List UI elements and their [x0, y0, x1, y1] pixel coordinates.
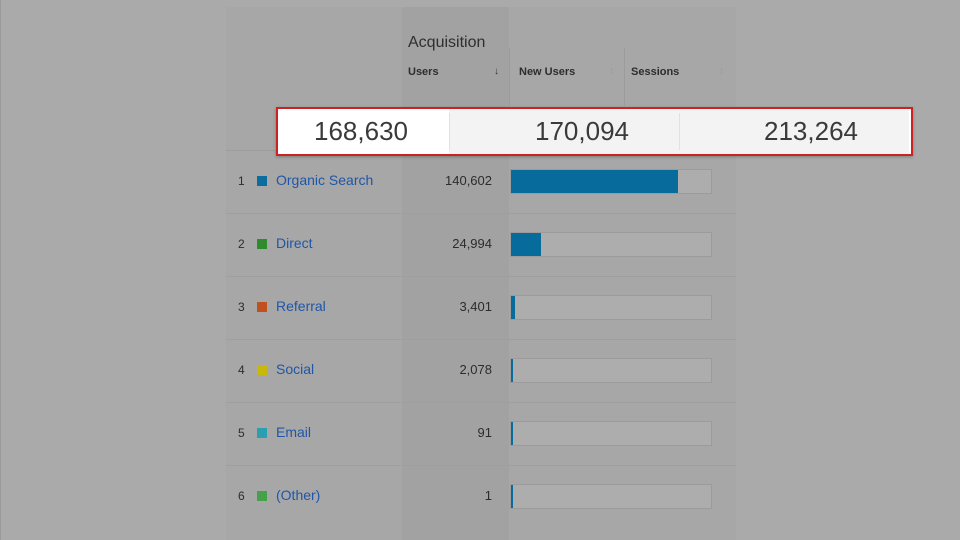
column-header-new-users[interactable]: New Users: [519, 66, 576, 78]
channel-link[interactable]: Email: [276, 424, 312, 440]
users-bar: [511, 296, 515, 319]
totals-separator: [449, 113, 450, 150]
users-value: 24,994: [452, 236, 492, 251]
sort-icon[interactable]: ↕: [719, 66, 724, 77]
column-header-users[interactable]: Users: [408, 66, 439, 78]
row-divider: [226, 276, 736, 277]
row-rank: 3: [238, 300, 245, 314]
row-divider: [226, 402, 736, 403]
users-bar-track: [510, 484, 712, 509]
channel-color-swatch: [257, 176, 267, 186]
sort-icon[interactable]: ↕: [609, 66, 614, 77]
totals-row-highlight: 168,630 170,094 213,264: [276, 107, 913, 156]
users-bar-track: [510, 232, 712, 257]
column-header-sessions[interactable]: Sessions: [631, 66, 680, 78]
group-title: Acquisition: [408, 34, 486, 51]
users-bar-track: [510, 295, 712, 320]
column-divider: [624, 48, 625, 106]
row-divider: [226, 339, 736, 340]
row-rank: 5: [238, 426, 245, 440]
totals-separator: [679, 113, 680, 150]
users-bar: [511, 485, 513, 508]
users-bar: [511, 170, 678, 193]
users-bar-track: [510, 421, 712, 446]
users-column-highlight: [402, 7, 509, 540]
channel-link[interactable]: Organic Search: [276, 172, 374, 188]
users-bar-track: [510, 358, 712, 383]
row-divider: [226, 465, 736, 466]
users-bar: [511, 233, 541, 256]
channel-color-swatch: [257, 302, 267, 312]
channel-color-swatch: [257, 491, 267, 501]
row-rank: 6: [238, 489, 245, 503]
total-new-users: 170,094: [535, 116, 629, 146]
users-value: 91: [477, 425, 492, 440]
channel-color-swatch: [257, 239, 267, 249]
row-rank: 2: [238, 237, 245, 251]
channel-link[interactable]: Social: [276, 361, 315, 377]
channel-color-swatch: [257, 365, 267, 375]
channel-link[interactable]: (Other): [276, 487, 321, 503]
users-value: 1: [484, 488, 492, 503]
left-edge: [0, 0, 1, 540]
users-value: 140,602: [445, 173, 492, 188]
channel-color-swatch: [257, 428, 267, 438]
column-divider: [509, 48, 510, 106]
sort-desc-icon[interactable]: ↓: [494, 66, 499, 77]
users-bar: [511, 359, 513, 382]
users-value: 2,078: [459, 362, 492, 377]
row-rank: 1: [238, 174, 245, 188]
users-value: 3,401: [459, 299, 492, 314]
users-bar: [511, 422, 513, 445]
total-sessions: 213,264: [764, 116, 858, 146]
users-bar-track: [510, 169, 712, 194]
channel-link[interactable]: Referral: [276, 298, 326, 314]
row-rank: 4: [238, 363, 245, 377]
row-divider: [226, 213, 736, 214]
total-users: 168,630: [314, 116, 408, 146]
channel-link[interactable]: Direct: [276, 235, 313, 251]
